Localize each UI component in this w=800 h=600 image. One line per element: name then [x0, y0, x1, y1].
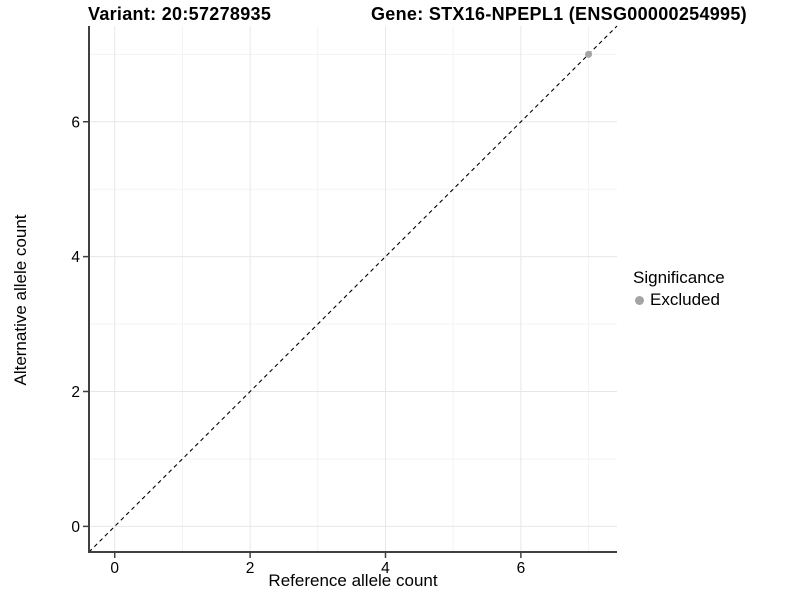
x-tick-label: 4	[381, 560, 390, 577]
y-tick-label: 2	[71, 384, 80, 401]
legend-point-icon	[635, 295, 644, 305]
gene-title: Gene: STX16-NPEPL1 (ENSG00000254995)	[371, 4, 747, 24]
legend-item-excluded: Excluded	[633, 290, 725, 310]
data-point	[585, 50, 593, 58]
x-axis-title: Reference allele count	[268, 571, 438, 590]
legend-item-label: Excluded	[650, 290, 720, 309]
legend-title: Significance	[633, 268, 725, 287]
legend: Significance Excluded	[633, 268, 725, 310]
y-tick-label: 0	[71, 519, 80, 536]
x-tick-label: 2	[246, 560, 255, 577]
x-tick-label: 0	[110, 560, 119, 577]
x-tick-label: 6	[517, 560, 526, 577]
variant-title: Variant: 20:57278935	[88, 4, 272, 24]
y-tick-label: 6	[71, 114, 80, 131]
y-tick-label: 4	[71, 249, 80, 266]
identity-line	[88, 25, 618, 553]
